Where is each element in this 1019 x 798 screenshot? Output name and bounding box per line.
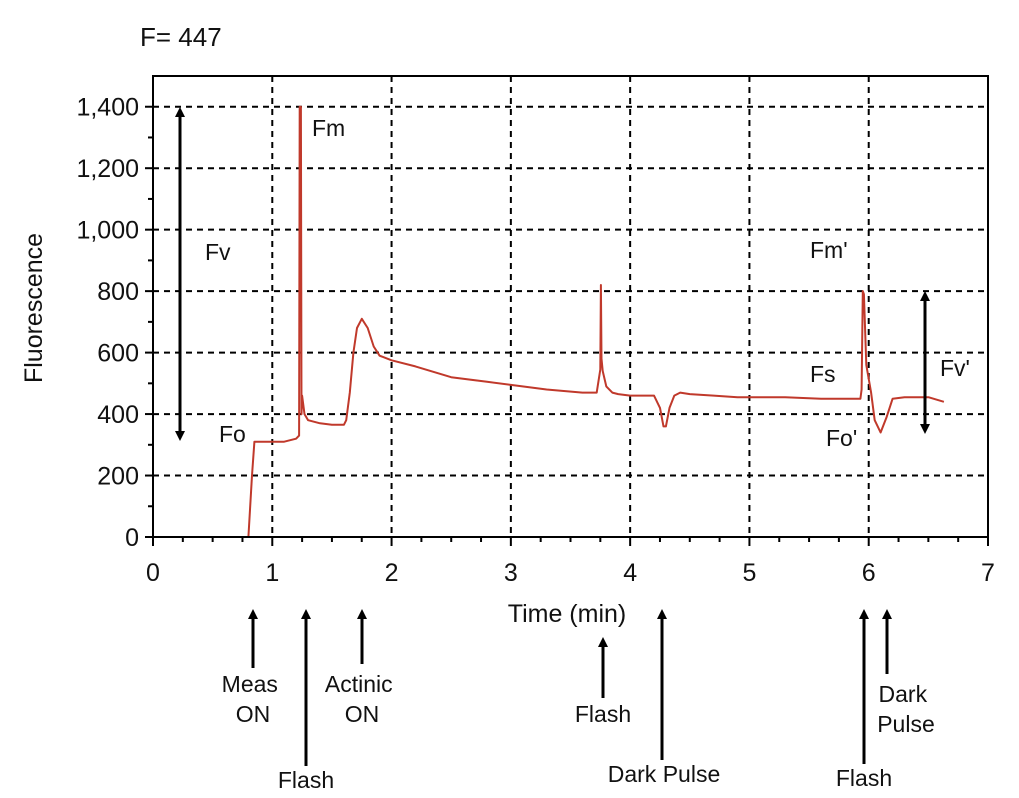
x-tick-label: 6: [862, 559, 876, 587]
plot-frame: [152, 75, 989, 538]
x-tick-label: 0: [146, 559, 160, 587]
fo-prime-label: Fo': [826, 425, 857, 451]
fo-label: Fo: [219, 421, 246, 447]
y-tick-label: 1,000: [76, 217, 139, 245]
y-tick-label: 0: [125, 524, 139, 552]
y-axis-title: Fluorescence: [20, 233, 48, 383]
x-tick-label: 5: [742, 559, 756, 587]
fv-prime-label: Fv': [940, 355, 970, 381]
x-tick-label: 1: [265, 559, 279, 587]
header-readout: F= 447: [140, 22, 222, 52]
x-tick-label: 7: [981, 559, 995, 587]
fv-label: Fv: [205, 239, 231, 265]
actinic-on-label: Actinic ON: [325, 671, 399, 727]
dark-pulse1-label: Dark Pulse: [608, 761, 720, 787]
y-tick-label: 600: [97, 340, 139, 368]
y-tick-labels: 0 200 400 600 800 1,000 1,200 1,400: [76, 94, 139, 552]
y-tick-label: 1,200: [76, 155, 139, 183]
flash2-label: Flash: [575, 701, 631, 727]
x-tick-label: 4: [623, 559, 637, 587]
y-tick-label: 800: [97, 278, 139, 306]
y-tick-label: 400: [97, 401, 139, 429]
fm-label: Fm: [312, 115, 345, 141]
x-tick-label: 2: [385, 559, 399, 587]
y-tick-label: 200: [97, 463, 139, 491]
meas-on-label: Meas ON: [222, 671, 285, 727]
x-tick-labels: 0 1 2 3 4 5 6 7: [146, 559, 995, 587]
fm-prime-label: Fm': [810, 237, 848, 263]
x-axis-title: Time (min): [508, 600, 627, 628]
flash3-label: Flash: [836, 765, 892, 791]
flash1-label: Flash: [278, 767, 334, 793]
fluorescence-series-line: [247, 105, 945, 538]
grid: [153, 76, 988, 537]
dark-pulse2-label: Dark Pulse: [877, 681, 935, 737]
y-tick-label: 1,400: [76, 94, 139, 122]
x-tick-label: 3: [504, 559, 518, 587]
fs-label: Fs: [810, 361, 836, 387]
